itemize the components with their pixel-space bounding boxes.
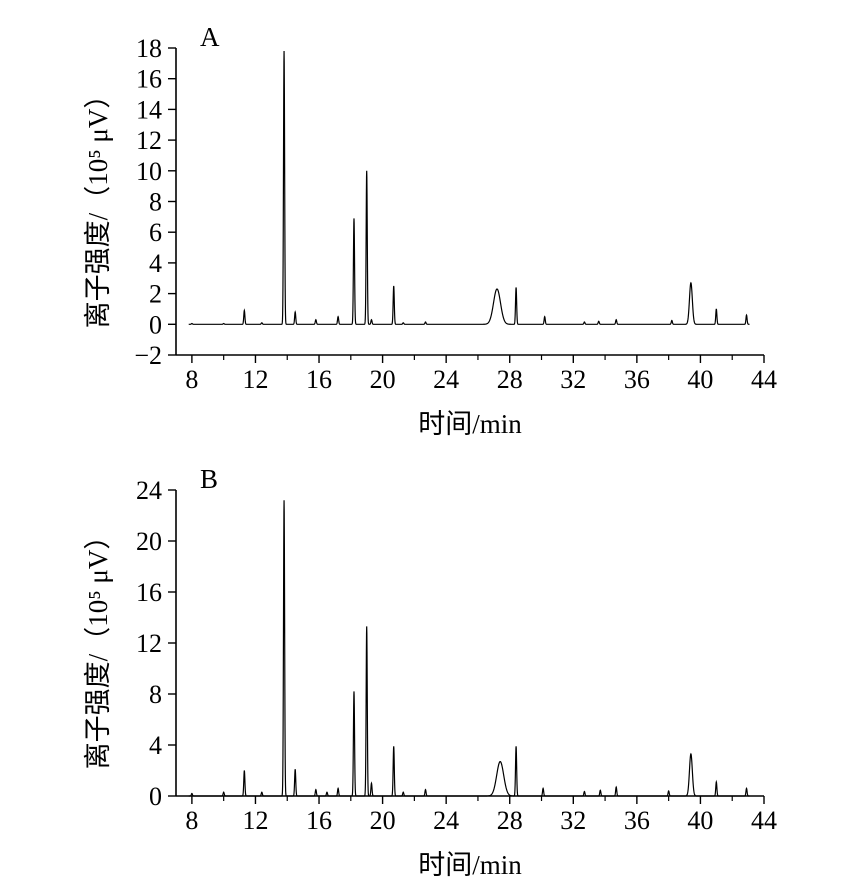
x-tick-label: 16: [306, 365, 332, 394]
chromatogram-line: [188, 500, 750, 797]
x-axis-title: 时间/min: [418, 850, 522, 880]
y-tick-label: −2: [134, 341, 162, 370]
y-tick-label: 14: [136, 95, 162, 124]
y-tick-label: 16: [136, 578, 162, 607]
panel-a-chart: 8 12 16 20 24 28 32 36 40 44−2024681012141618时间/m…: [83, 22, 777, 439]
y-tick-label: 4: [149, 731, 162, 760]
y-axis-title: 离子强度/（10⁵ μV）: [83, 82, 113, 329]
y-tick-label: 0: [149, 782, 162, 811]
y-tick-label: 8: [149, 680, 162, 709]
panel-label: A: [200, 22, 220, 52]
x-tick-label: 20: [370, 806, 396, 835]
x-tick-label: 12: [242, 806, 268, 835]
panel-b-chart: 8 12 16 20 24 28 32 36 40 44 0 4 8 12 16 20 24 时间/min 离子强度…: [83, 464, 777, 880]
y-tick-label: 10: [136, 157, 162, 186]
x-tick-label: 24: [433, 365, 459, 394]
chromatogram-line: [188, 51, 750, 325]
y-tick-label: 20: [136, 527, 162, 556]
x-tick-label: 40: [687, 365, 713, 394]
x-tick-label: 8: [185, 806, 198, 835]
x-tick-label: 28: [497, 365, 523, 394]
x-tick-label: 36: [624, 806, 650, 835]
y-tick-label: 2: [149, 280, 162, 309]
y-tick-label: 6: [149, 218, 162, 247]
y-tick-label: 24: [136, 476, 162, 505]
x-tick-label: 12: [242, 365, 268, 394]
x-tick-label: 32: [560, 806, 586, 835]
y-tick-label: 4: [149, 249, 162, 278]
y-tick-label: 16: [136, 65, 162, 94]
x-tick-label: 44: [751, 365, 777, 394]
y-tick-label: 8: [149, 188, 162, 217]
x-tick-label: 44: [751, 806, 777, 835]
x-tick-label: 16: [306, 806, 332, 835]
panel-label: B: [200, 464, 218, 494]
x-tick-label: 20: [370, 365, 396, 394]
x-tick-label: 28: [497, 806, 523, 835]
x-axis-title: 时间/min: [418, 409, 522, 439]
y-tick-label: 12: [136, 126, 162, 155]
y-tick-label: 0: [149, 310, 162, 339]
x-tick-label: 24: [433, 806, 459, 835]
x-tick-label: 8: [185, 365, 198, 394]
y-tick-label: 18: [136, 34, 162, 63]
x-tick-label: 36: [624, 365, 650, 394]
x-tick-label: 40: [687, 806, 713, 835]
x-tick-label: 32: [560, 365, 586, 394]
y-tick-label: 12: [136, 629, 162, 658]
y-axis-title: 离子强度/（10⁵ μV）: [83, 523, 113, 770]
